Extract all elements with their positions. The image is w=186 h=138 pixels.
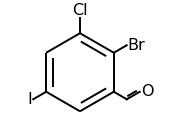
Text: I: I [28, 92, 33, 107]
Text: Cl: Cl [72, 3, 88, 18]
Text: O: O [141, 84, 153, 99]
Text: Br: Br [127, 38, 145, 53]
